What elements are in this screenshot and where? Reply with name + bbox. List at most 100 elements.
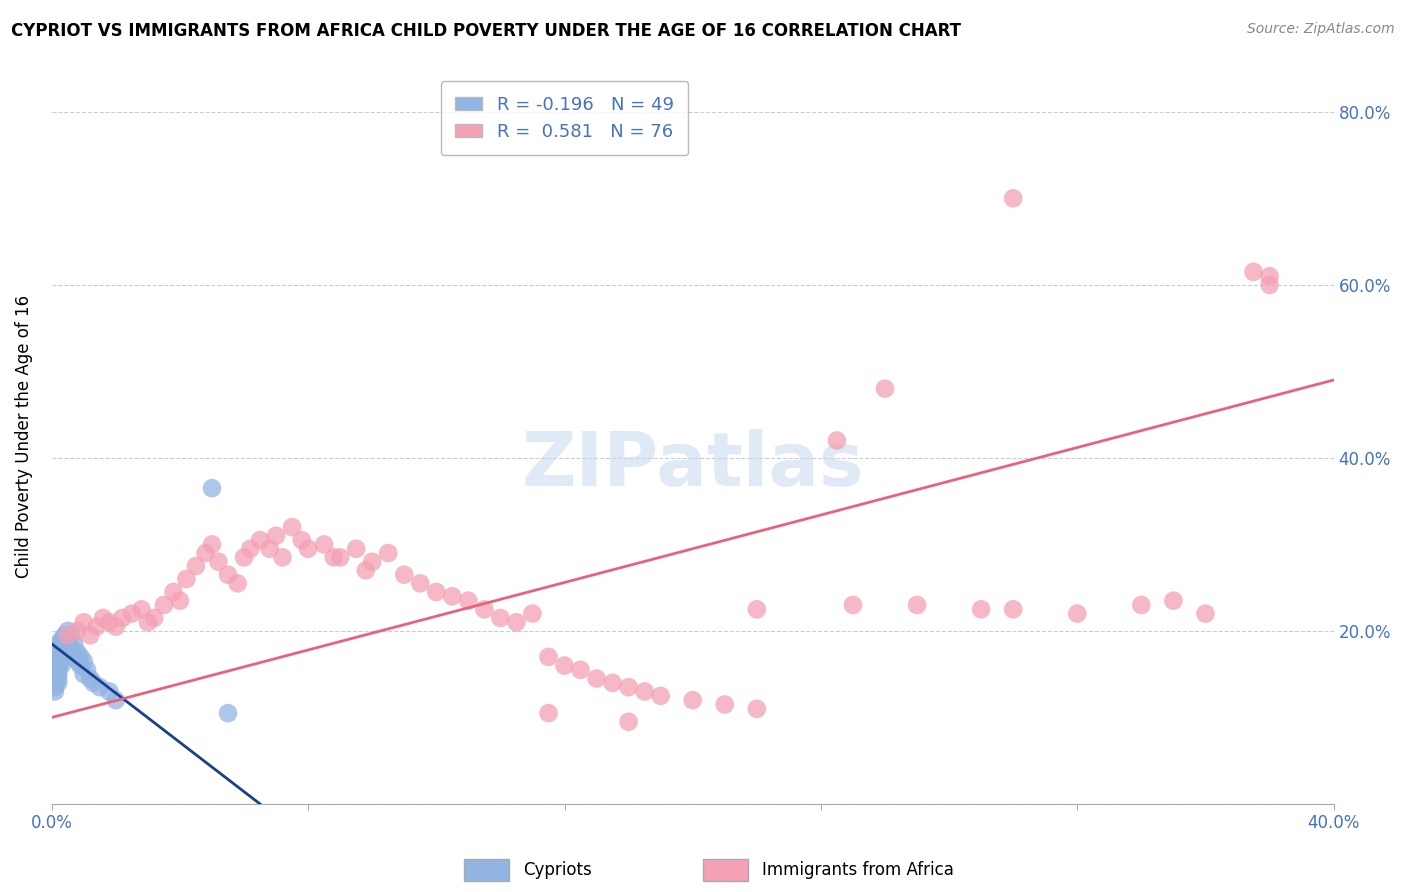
Point [44,672,66,686]
Text: Cypriots: Cypriots [523,861,592,879]
Point [91,611,114,625]
Point [1002,602,1025,616]
Point [394,567,416,582]
Point [344,541,367,556]
FancyBboxPatch shape [703,858,748,881]
Point [46,646,69,660]
Y-axis label: Child Poverty Under the Age of 16: Child Poverty Under the Age of 16 [15,294,32,578]
Point [44,663,66,677]
Point [46,654,69,668]
Point [873,382,896,396]
Point [136,615,159,630]
Point [73,615,96,630]
Point [89,680,111,694]
Point [69,658,91,673]
Point [56,624,79,638]
Point [1258,269,1281,284]
Point [69,649,91,664]
Point [264,529,287,543]
Point [522,607,544,621]
Point [633,684,655,698]
Text: Immigrants from Africa: Immigrants from Africa [762,861,953,879]
Point [51,637,73,651]
Point [842,598,865,612]
Point [1163,593,1185,607]
Point [63,649,86,664]
FancyBboxPatch shape [464,858,509,881]
Point [98,684,121,698]
Point [66,654,89,668]
Point [169,593,191,607]
Point [354,563,377,577]
Point [46,676,69,690]
Point [226,576,249,591]
Point [825,434,848,448]
Point [44,658,66,673]
Point [322,550,344,565]
Point [585,672,607,686]
Point [217,567,239,582]
Point [569,663,592,677]
Point [617,714,640,729]
Point [249,533,271,547]
Point [457,593,479,607]
Point [281,520,304,534]
Point [291,533,314,547]
Point [602,676,624,690]
Point [56,637,79,651]
Point [1258,277,1281,292]
Point [271,550,294,565]
Point [46,649,69,664]
Point [44,680,66,694]
Point [143,611,166,625]
Point [259,541,281,556]
Point [59,628,82,642]
Point [121,607,143,621]
Point [489,611,512,625]
Legend: R = -0.196   N = 49, R =  0.581   N = 76: R = -0.196 N = 49, R = 0.581 N = 76 [441,81,688,155]
Point [505,615,527,630]
Point [239,541,262,556]
Point [51,654,73,668]
Point [79,628,101,642]
Point [745,602,768,616]
Point [46,658,69,673]
Point [314,537,336,551]
Point [59,641,82,656]
Point [51,632,73,647]
Point [377,546,399,560]
Point [1194,607,1216,621]
Point [79,672,101,686]
Point [176,572,198,586]
Point [745,702,768,716]
Point [131,602,153,616]
Point [86,619,108,633]
Point [98,615,121,630]
Point [194,546,217,560]
Point [233,550,256,565]
Point [111,611,134,625]
Point [361,555,384,569]
Point [46,637,69,651]
Point [553,658,575,673]
Point [53,637,76,651]
Point [53,628,76,642]
Point [73,654,96,668]
Point [441,590,464,604]
Point [650,689,672,703]
Point [44,684,66,698]
Point [682,693,704,707]
Point [184,559,207,574]
Point [217,706,239,720]
Point [1243,265,1265,279]
Point [329,550,352,565]
Text: ZIPatlas: ZIPatlas [522,429,865,502]
Point [409,576,432,591]
Point [44,676,66,690]
Point [153,598,176,612]
Point [201,481,224,495]
Point [537,706,560,720]
Point [66,646,89,660]
Point [46,667,69,681]
Point [82,676,104,690]
